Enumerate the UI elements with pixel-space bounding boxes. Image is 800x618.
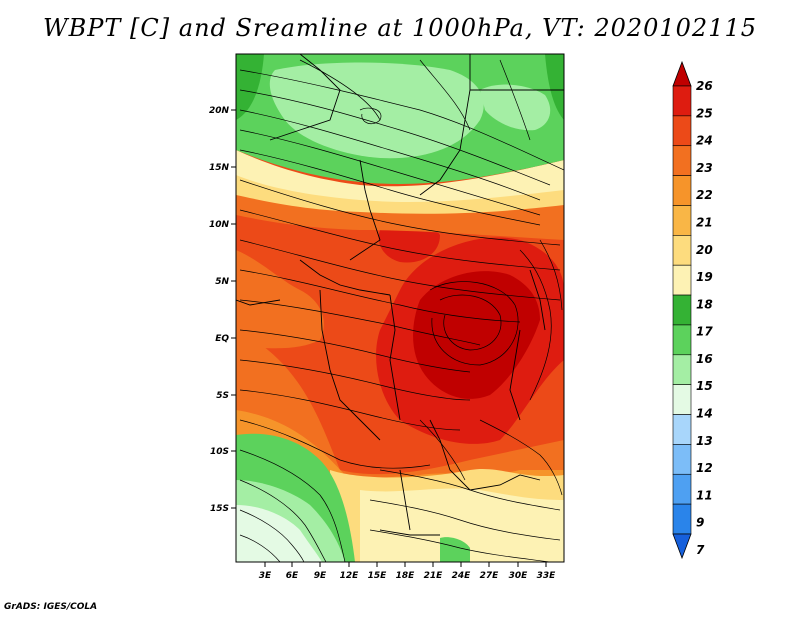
lon-label: 30E [509, 571, 529, 581]
colorbar-swatch [672, 503, 692, 535]
lon-label: 3E [259, 571, 272, 581]
colorbar-swatch [672, 324, 692, 356]
country-borders [236, 54, 564, 536]
lat-label: 5N [215, 277, 229, 287]
colorbar-label: 20 [696, 243, 713, 257]
lon-label: 9E [314, 571, 327, 581]
colorbar-label: 17 [696, 325, 713, 339]
latitude-axis: 20N 15N 10N 5N EQ 5S 10S 15S [209, 106, 236, 514]
map-frame [235, 53, 565, 563]
colorbar-label: 16 [696, 352, 713, 366]
map-title: WBPT [C] and Sreamline at 1000hPa, VT: 2… [42, 14, 758, 42]
colorbar-label: 22 [696, 188, 713, 202]
colorbar-label: 18 [696, 297, 713, 311]
colorbar-swatch [672, 473, 692, 505]
colorbar-swatch [672, 145, 692, 176]
lon-label: 33E [537, 571, 557, 581]
lon-label: 6E [286, 571, 299, 581]
lon-label: 12E [340, 571, 360, 581]
colorbar-swatch [672, 175, 692, 206]
longitude-axis: 3E 6E 9E 12E 15E 18E 21E 24E 27E 30E 33E [259, 562, 556, 581]
colorbar-label: 9 [696, 516, 704, 530]
colorbar-swatch [672, 205, 692, 236]
colorbar-swatch [672, 444, 692, 475]
colorbar-swatch [672, 85, 692, 117]
colorbar-label: 7 [696, 543, 705, 557]
colorbar-bottom-arrow [672, 533, 692, 560]
lon-label: 24E [452, 571, 472, 581]
colorbar-label: 24 [696, 134, 713, 148]
footer-credit: GrADS: IGES/COLA [4, 602, 98, 612]
lat-label: 5S [216, 391, 229, 401]
colorbar-swatch [672, 384, 692, 415]
colorbar-label: 25 [696, 106, 713, 120]
lon-label: 18E [396, 571, 416, 581]
colorbar-label: 15 [696, 379, 713, 393]
lat-label: 10N [209, 220, 230, 230]
lat-label: EQ [215, 334, 229, 344]
colorbar-label: 23 [696, 161, 713, 175]
colorbar-label: 13 [696, 434, 713, 448]
lat-label: 10S [210, 447, 229, 457]
colorbar-swatch [672, 115, 692, 147]
streamlines [239, 59, 564, 562]
colorbar: 26 25 24 23 22 21 20 19 18 17 16 15 14 13 12 11 9 7 [672, 60, 713, 560]
lon-label: 27E [480, 571, 500, 581]
colorbar-top-arrow [672, 60, 692, 87]
colorbar-swatch [672, 235, 692, 266]
lat-label: 20N [209, 106, 230, 116]
colorbar-label: 26 [696, 79, 713, 93]
colorbar-label: 11 [696, 488, 713, 502]
colorbar-label: 12 [696, 461, 713, 475]
lon-label: 15E [368, 571, 388, 581]
lat-label: 15N [209, 163, 230, 173]
colorbar-swatch [672, 264, 692, 296]
colorbar-label: 14 [696, 407, 713, 421]
lat-label: 15S [210, 504, 229, 514]
colorbar-label: 19 [696, 270, 713, 284]
colorbar-swatch [672, 414, 692, 445]
wbpt-field [236, 54, 564, 562]
colorbar-swatch [672, 294, 692, 326]
lon-label: 21E [424, 571, 444, 581]
colorbar-label: 21 [696, 215, 713, 229]
colorbar-swatch [672, 354, 692, 385]
